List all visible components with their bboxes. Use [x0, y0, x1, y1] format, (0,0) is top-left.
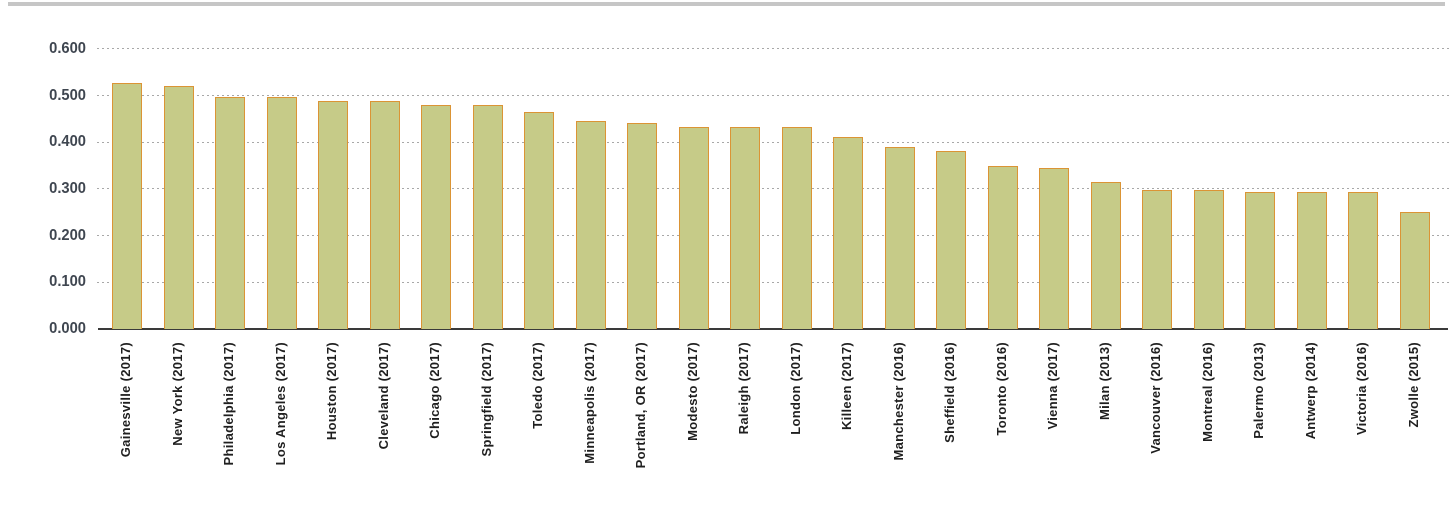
bar	[112, 82, 142, 329]
x-axis-tick-label: Modesto (2017)	[684, 342, 700, 441]
x-axis-tick-label: Vancouver (2016)	[1148, 342, 1163, 454]
bar	[781, 127, 812, 329]
x-axis-tick-label: Houston (2017)	[324, 342, 339, 441]
y-axis-tick-label: 0.300	[49, 179, 86, 197]
bar	[1245, 191, 1275, 329]
bar	[421, 104, 451, 329]
x-axis-tick-label: Springfield (2017)	[478, 342, 494, 457]
bar	[1090, 182, 1121, 329]
x-axis-tick-label: Minneapolis (2017)	[581, 342, 597, 464]
bar	[1399, 211, 1430, 329]
y-axis-tick-label: 0.500	[49, 86, 86, 104]
bar	[215, 97, 245, 329]
bar	[678, 126, 709, 329]
bar	[627, 123, 657, 329]
x-axis-tick-label: Palermo (2013)	[1251, 342, 1266, 439]
gridline	[97, 188, 1450, 190]
bar	[318, 100, 348, 329]
bar	[163, 86, 194, 329]
bar	[936, 150, 966, 329]
bar	[1296, 191, 1327, 329]
x-axis-tick-label: New York (2017)	[169, 342, 185, 446]
gridline	[97, 141, 1450, 143]
x-axis-tick-label: Cleveland (2017)	[375, 342, 391, 450]
bar	[1193, 189, 1224, 329]
bar	[266, 97, 297, 329]
bar	[575, 121, 606, 329]
x-axis-tick-label: Manchester (2016)	[890, 342, 906, 461]
x-axis-tick-label: Milan (2013)	[1096, 342, 1112, 421]
y-axis-tick-label: 0.100	[49, 273, 86, 291]
bar	[1348, 191, 1378, 329]
x-axis-tick-label: London (2017)	[787, 342, 803, 435]
x-axis-tick-label: Portland, OR (2017)	[633, 342, 648, 469]
x-axis-tick-label: Gainesville (2017)	[118, 342, 133, 458]
bar	[730, 126, 760, 329]
y-axis-tick-label: 0.400	[49, 133, 86, 151]
gridline	[97, 48, 1450, 50]
bar	[833, 136, 863, 329]
x-axis-tick-label: Zwolle (2015)	[1405, 342, 1421, 428]
x-axis-tick-label: Chicago (2017)	[427, 342, 442, 439]
x-axis-tick-label: Killeen (2017)	[839, 342, 854, 431]
x-axis-tick-label: Los Angeles (2017)	[272, 342, 288, 466]
x-axis-tick-label: Raleigh (2017)	[736, 342, 751, 435]
x-axis-tick-label: Philadelphia (2017)	[221, 342, 236, 466]
bar	[472, 104, 503, 329]
x-axis-tick-label: Toledo (2017)	[530, 342, 545, 429]
bar	[1039, 168, 1069, 329]
bar	[987, 166, 1018, 329]
y-axis-tick-label: 0.000	[49, 320, 86, 337]
gridline	[97, 281, 1450, 283]
bar	[884, 146, 915, 329]
y-axis-tick-label: 0.600	[49, 39, 86, 57]
gridline	[97, 95, 1450, 97]
x-axis-tick-label: Victoria (2016)	[1354, 342, 1369, 436]
x-axis-tick-label: Toronto (2016)	[993, 342, 1009, 436]
bar	[369, 101, 400, 329]
top-divider	[8, 2, 1445, 6]
x-axis-tick-label: Antwerp (2014)	[1302, 342, 1318, 440]
x-axis-tick-label: Montreal (2016)	[1199, 342, 1215, 442]
bar	[524, 111, 554, 329]
x-axis-tick-label: Sheffield (2016)	[942, 342, 957, 443]
gridline	[97, 235, 1450, 237]
x-axis-line	[98, 328, 1448, 330]
x-axis-tick-label: Vienna (2017)	[1045, 342, 1060, 430]
bar	[1142, 190, 1172, 329]
y-axis-tick-label: 0.200	[49, 226, 86, 244]
